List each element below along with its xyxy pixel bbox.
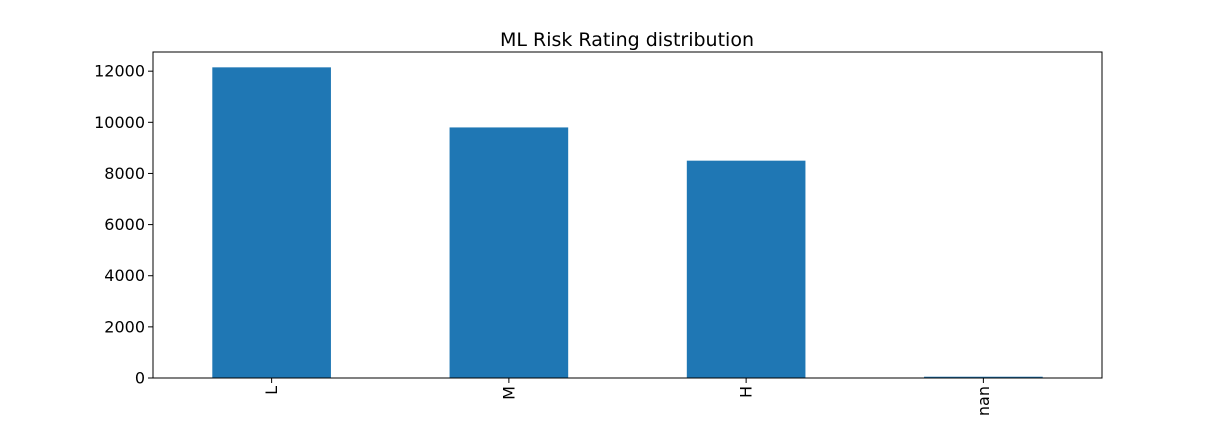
x-tick-label: H — [737, 386, 756, 398]
y-tick-label: 8000 — [104, 164, 145, 183]
bars-group — [212, 67, 1043, 379]
x-tick-label: M — [499, 386, 518, 400]
bar-H — [686, 160, 806, 378]
y-tick-label: 6000 — [104, 215, 145, 234]
x-tick-label: nan — [974, 386, 993, 416]
bar-L — [212, 67, 331, 378]
y-tick-label: 2000 — [104, 317, 145, 336]
plot-area-frame — [152, 51, 1103, 379]
bar-M — [449, 127, 569, 379]
x-tick-label: L — [262, 386, 281, 395]
bar-nan — [924, 376, 1043, 378]
y-tick-label: 0 — [135, 369, 145, 388]
chart-title: ML Risk Rating distribution — [500, 29, 754, 51]
y-tick-label: 12000 — [94, 62, 145, 81]
y-axis: 0 2000 4000 6000 8000 10000 12000 — [94, 62, 153, 388]
y-tick-label: 4000 — [104, 266, 145, 285]
y-tick-label: 10000 — [94, 113, 145, 132]
